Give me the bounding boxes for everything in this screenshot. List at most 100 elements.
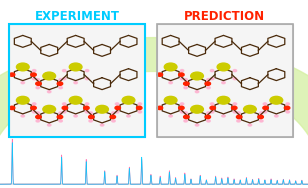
Text: PREDICTION: PREDICTION [184, 10, 265, 24]
Circle shape [210, 106, 216, 110]
Bar [9, 24, 145, 137]
Circle shape [36, 115, 41, 119]
Circle shape [191, 105, 203, 113]
Circle shape [233, 70, 237, 72]
Circle shape [100, 124, 104, 126]
Circle shape [136, 106, 142, 110]
Circle shape [21, 115, 25, 117]
Circle shape [263, 111, 267, 113]
Circle shape [74, 115, 77, 117]
Circle shape [9, 106, 15, 110]
Circle shape [69, 96, 82, 104]
Circle shape [21, 82, 25, 84]
Circle shape [89, 115, 94, 119]
Circle shape [207, 79, 210, 81]
Circle shape [248, 124, 252, 126]
Circle shape [180, 70, 184, 72]
Circle shape [286, 103, 290, 105]
Text: EXPERIMENT: EXPERIMENT [34, 10, 120, 24]
Circle shape [184, 120, 187, 122]
Circle shape [122, 96, 135, 104]
Circle shape [263, 106, 268, 110]
Circle shape [184, 79, 187, 81]
Circle shape [96, 105, 108, 113]
Circle shape [164, 96, 177, 104]
Circle shape [195, 91, 199, 93]
Circle shape [74, 82, 77, 84]
Circle shape [210, 78, 214, 80]
Circle shape [115, 111, 119, 113]
Circle shape [32, 70, 36, 72]
Circle shape [59, 79, 63, 81]
Circle shape [232, 106, 237, 110]
Circle shape [112, 112, 115, 114]
Circle shape [284, 106, 290, 110]
Circle shape [59, 120, 63, 122]
Circle shape [184, 112, 187, 114]
Circle shape [169, 115, 172, 117]
Circle shape [270, 96, 283, 104]
Circle shape [127, 99, 130, 101]
Circle shape [210, 103, 214, 105]
Circle shape [180, 111, 184, 113]
Circle shape [222, 99, 225, 101]
Bar [157, 24, 293, 137]
Circle shape [237, 115, 242, 119]
Circle shape [85, 111, 89, 113]
Circle shape [21, 99, 25, 101]
Circle shape [205, 115, 211, 119]
Circle shape [237, 112, 240, 114]
Circle shape [260, 120, 263, 122]
Circle shape [32, 78, 36, 80]
Circle shape [32, 111, 36, 113]
Circle shape [59, 87, 63, 89]
Circle shape [85, 78, 89, 80]
Circle shape [222, 82, 225, 84]
Circle shape [85, 70, 89, 72]
Circle shape [217, 96, 230, 104]
Circle shape [207, 87, 210, 89]
Circle shape [36, 120, 39, 122]
Circle shape [57, 82, 63, 85]
Circle shape [210, 111, 214, 113]
Circle shape [237, 120, 240, 122]
Circle shape [210, 70, 214, 72]
Circle shape [233, 78, 237, 80]
Bar [9, 24, 145, 137]
Circle shape [274, 99, 278, 101]
Circle shape [59, 112, 63, 114]
Circle shape [31, 106, 36, 110]
Circle shape [222, 66, 225, 68]
Circle shape [43, 105, 55, 113]
Circle shape [16, 96, 29, 104]
Circle shape [157, 73, 163, 76]
Circle shape [89, 112, 92, 114]
Circle shape [31, 73, 36, 76]
Circle shape [217, 63, 230, 71]
Circle shape [112, 120, 115, 122]
Circle shape [169, 66, 172, 68]
Circle shape [21, 66, 25, 68]
Circle shape [184, 87, 187, 89]
Circle shape [205, 82, 211, 85]
Circle shape [16, 63, 29, 71]
Circle shape [248, 108, 252, 110]
Bar [157, 24, 293, 137]
Circle shape [57, 115, 63, 119]
Circle shape [184, 82, 189, 85]
Circle shape [36, 79, 39, 81]
Circle shape [110, 115, 116, 119]
Circle shape [263, 103, 267, 105]
Circle shape [100, 108, 104, 110]
Circle shape [47, 124, 51, 126]
Circle shape [36, 82, 41, 85]
Circle shape [84, 106, 89, 110]
Circle shape [32, 103, 36, 105]
Circle shape [169, 99, 172, 101]
Circle shape [47, 108, 51, 110]
Circle shape [191, 72, 203, 80]
Circle shape [207, 112, 210, 114]
Circle shape [63, 70, 66, 72]
Circle shape [115, 103, 119, 105]
Circle shape [85, 103, 89, 105]
